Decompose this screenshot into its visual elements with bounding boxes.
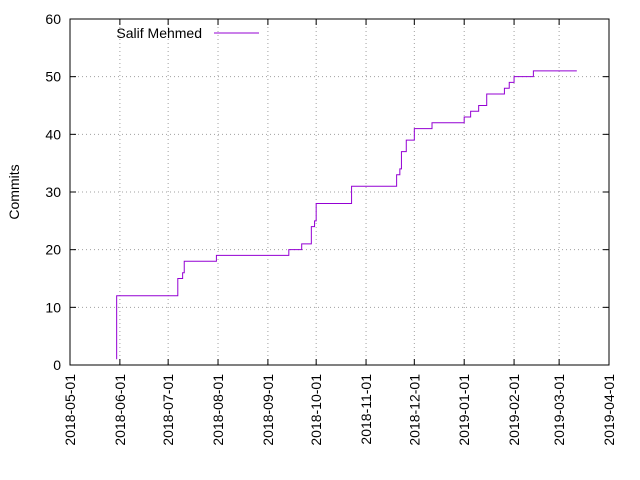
y-tick-label: 0 xyxy=(53,357,61,373)
x-tick-label: 2018-08-01 xyxy=(210,374,226,446)
x-tick-label: 2019-02-01 xyxy=(506,374,522,446)
legend-series-label: Salif Mehmed xyxy=(116,25,202,41)
y-tick-label: 40 xyxy=(45,126,61,142)
grid-lines xyxy=(70,19,609,365)
x-tick-label: 2018-12-01 xyxy=(406,374,422,446)
x-tick-label: 2018-05-01 xyxy=(62,374,78,446)
x-tick-label: 2018-07-01 xyxy=(160,374,176,446)
legend: Salif Mehmed xyxy=(116,25,259,41)
y-tick-label: 30 xyxy=(45,184,61,200)
x-tick-label: 2018-11-01 xyxy=(358,374,374,445)
x-tick-label: 2019-04-01 xyxy=(601,374,617,446)
y-tick-label: 20 xyxy=(45,242,61,258)
x-tick-label: 2019-03-01 xyxy=(551,374,567,446)
y-tick-label: 60 xyxy=(45,11,61,27)
y-tick-label: 50 xyxy=(45,69,61,85)
y-axis-label: Commits xyxy=(6,164,22,219)
x-tick-label: 2018-09-01 xyxy=(260,374,276,446)
x-tick-label: 2019-01-01 xyxy=(456,374,472,446)
x-tick-label: 2018-06-01 xyxy=(112,374,128,446)
axis-ticks: 0 10 20 30 40 50 60 2018-05-01 2018-06-01 2018-07… xyxy=(45,11,617,446)
y-tick-label: 10 xyxy=(45,299,61,315)
series-line-salif-mehmed xyxy=(116,70,577,360)
series-layer xyxy=(116,70,577,360)
x-tick-label: 2018-10-01 xyxy=(308,374,324,446)
